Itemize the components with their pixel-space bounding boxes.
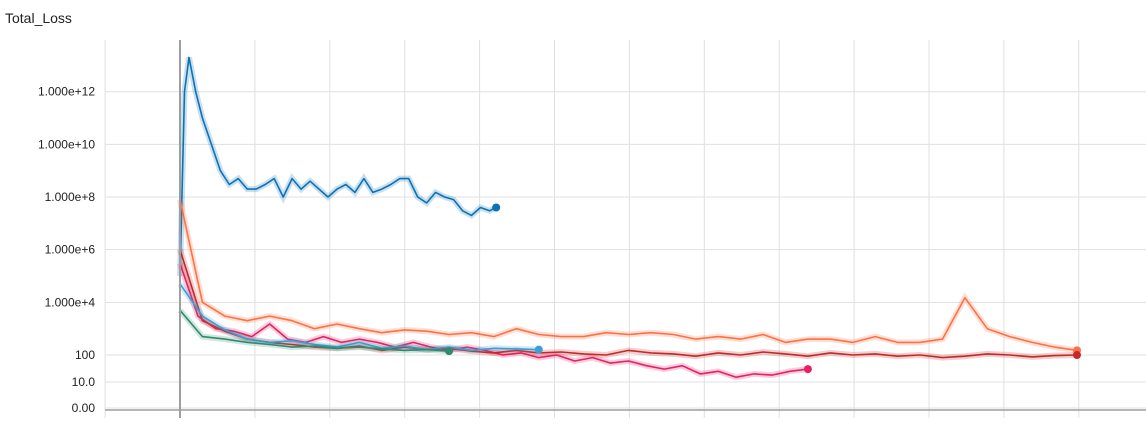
series-2-raw-trace: [177, 262, 809, 381]
y-axis-ticks: 0.00 10.0 100 1.000e+4 1.000e+6 1.000e+8 1.000…: [38, 85, 95, 415]
axes: [105, 40, 1146, 418]
series-5-line: [179, 309, 450, 352]
series-0-end-marker: [492, 203, 501, 212]
series-4-end-marker: [534, 345, 543, 354]
series-1-raw-trace: [177, 198, 1078, 354]
series-group: [177, 56, 1081, 381]
y-tick-label: 1.000e+8: [45, 190, 96, 204]
y-tick-label: 0.00: [72, 401, 96, 415]
chart-title: Total_Loss: [5, 10, 72, 26]
y-tick-label: 1.000e+4: [45, 295, 96, 309]
series-0-line: [179, 56, 497, 277]
series-3-end-marker: [1073, 351, 1081, 359]
y-tick-label: 1.000e+10: [38, 137, 95, 151]
y-tick-label: 1.000e+6: [45, 243, 96, 257]
y-tick-label: 10.0: [72, 375, 96, 389]
series-1-line: [179, 199, 1078, 352]
series-4-line: [179, 283, 539, 352]
y-tick-label: 1.000e+12: [38, 85, 95, 99]
y-tick-label: 100: [75, 348, 95, 362]
series-0-raw-trace: [177, 56, 498, 277]
series-2-line: [179, 263, 808, 379]
series-5-end-marker: [445, 347, 454, 356]
series-2-end-marker: [803, 365, 812, 374]
